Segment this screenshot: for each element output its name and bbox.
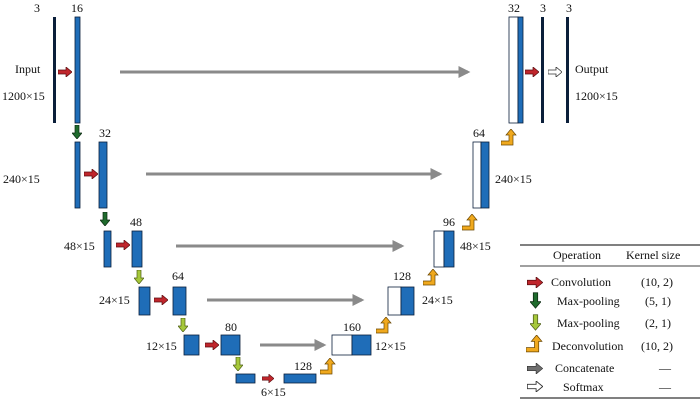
legend: Operation Kernel size Convolution (10, 2… <box>520 244 700 399</box>
legend-op-deconvolution: Deconvolution <box>552 339 623 353</box>
size-label-r3: 24×15 <box>422 293 453 307</box>
input-label: Input <box>15 62 41 76</box>
decoder-block-up0 <box>517 16 524 124</box>
light-green-down-arrow-icon <box>530 314 541 331</box>
deconv-arrow-bottom <box>320 358 336 375</box>
decoder-block-up4 <box>351 334 372 356</box>
size-label-r0: 1200×15 <box>575 89 618 103</box>
encoder-block-l2a <box>74 141 81 209</box>
size-label-l4: 24×15 <box>99 293 130 307</box>
input-layer <box>53 17 56 123</box>
legend-op-convolution: Convolution <box>551 275 611 289</box>
channel-label-up1: 64 <box>473 126 485 140</box>
channel-label-l5: 80 <box>225 320 237 334</box>
conv-arrow-up0 <box>525 67 539 77</box>
size-label-r4: 12×15 <box>375 339 406 353</box>
legend-kernel-concatenate: — <box>658 361 672 375</box>
deconv-arrow-up3 <box>423 269 439 286</box>
output-label: Output <box>575 62 609 76</box>
legend-kernel-softmax: — <box>658 380 672 394</box>
size-label-r1: 240×15 <box>495 172 532 186</box>
red-arrow-icon <box>527 277 543 288</box>
legend-kernel-maxpool-2: (2, 1) <box>645 316 671 330</box>
conv-arrow-l3 <box>116 240 130 250</box>
conv-arrow-l2 <box>84 169 98 179</box>
bottleneck-block-a <box>235 373 256 384</box>
maxpool-arrow-l3 <box>134 270 144 284</box>
gray-arrow-icon <box>527 363 543 374</box>
deconv-arrow-up2 <box>462 214 478 231</box>
legend-op-maxpool-2: Max-pooling <box>557 316 620 330</box>
encoder-block-l2b <box>98 141 108 209</box>
legend-kernel-maxpool-5: (5, 1) <box>645 294 671 308</box>
channel-label-bottom: 128 <box>294 359 312 373</box>
bottleneck-block-b <box>283 373 317 384</box>
conv-arrow-l4 <box>154 295 168 305</box>
maxpool-arrow-l5 <box>233 357 243 371</box>
concat-block-up2 <box>433 230 445 268</box>
size-label-l1: 1200×15 <box>2 89 45 103</box>
channel-label-up2: 96 <box>443 215 455 229</box>
size-label-l3: 48×15 <box>64 239 95 253</box>
channel-label-output: 3 <box>566 1 572 15</box>
maxpool-arrow-l2 <box>100 212 110 226</box>
decoder-block-up3 <box>400 286 415 316</box>
decoder-block-up2 <box>443 230 455 268</box>
deconv-arrow-up4 <box>376 317 392 334</box>
encoder-block-l4b <box>172 286 187 316</box>
conv-arrow-l1 <box>58 67 72 77</box>
size-label-l2: 240×15 <box>3 172 40 186</box>
concat-block-up1 <box>472 141 482 209</box>
decoder-block-up1 <box>480 141 490 209</box>
concat-block-up0 <box>508 16 519 124</box>
size-label-bottom: 6×15 <box>261 385 286 399</box>
dark-green-down-arrow-icon <box>530 292 541 309</box>
legend-op-concatenate: Concatenate <box>555 361 614 375</box>
size-label-l5: 12×15 <box>146 339 177 353</box>
channel-label-l1: 16 <box>71 1 83 15</box>
legend-header-operation: Operation <box>553 248 601 262</box>
final-conv-layer <box>541 17 544 123</box>
encoder-block-l1 <box>74 16 81 124</box>
legend-op-softmax: Softmax <box>563 380 604 394</box>
legend-op-maxpool-5: Max-pooling <box>557 294 620 308</box>
encoder-block-l4a <box>138 286 151 316</box>
conv-arrow-l5 <box>205 340 219 350</box>
output-layer <box>566 17 569 123</box>
channel-label-final: 3 <box>540 1 546 15</box>
maxpool-arrow-l4 <box>178 318 188 332</box>
deconv-arrow-up1 <box>501 129 517 146</box>
legend-kernel-convolution: (10, 2) <box>641 275 673 289</box>
channel-label-up0: 32 <box>508 1 520 15</box>
size-label-r2: 48×15 <box>460 239 491 253</box>
channel-label-l3: 48 <box>130 215 142 229</box>
encoder-block-l5a <box>183 334 200 356</box>
encoder-block-l3b <box>131 230 143 268</box>
maxpool-arrow-l1 <box>72 125 82 139</box>
channel-label-l2: 32 <box>99 126 111 140</box>
conv-arrow-bottom <box>262 374 274 383</box>
channel-label-up4: 160 <box>343 320 361 334</box>
encoder-block-l3a <box>103 230 112 268</box>
channel-label-input: 3 <box>34 1 40 15</box>
channel-label-up3: 128 <box>393 269 411 283</box>
encoder-block-l5b <box>220 334 241 356</box>
orange-bent-arrow-icon <box>526 335 543 353</box>
softmax-arrow <box>548 67 562 77</box>
legend-kernel-deconvolution: (10, 2) <box>641 339 673 353</box>
legend-header-kernel: Kernel size <box>626 248 680 262</box>
channel-label-l4: 64 <box>172 269 184 283</box>
white-arrow-icon <box>527 381 543 392</box>
concat-block-up4 <box>331 334 353 356</box>
concat-block-up3 <box>387 286 402 316</box>
